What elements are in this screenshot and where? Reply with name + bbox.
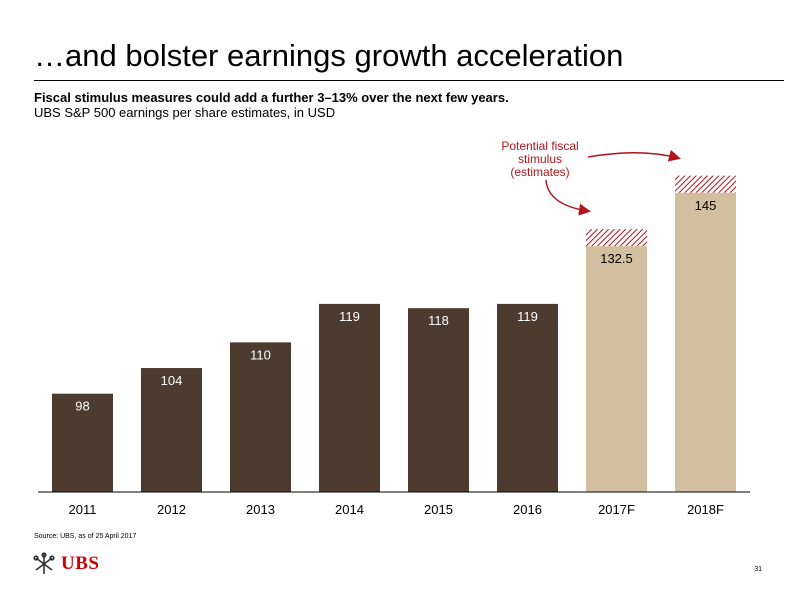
x-tick-label-2017F: 2017F [598,502,635,517]
x-tick-label-2018F: 2018F [687,502,724,517]
bar-2016 [497,303,558,492]
stimulus-hatch-2018F [675,175,736,193]
bar-2017F [586,246,647,492]
chart-description: UBS S&P 500 earnings per share estimates… [34,105,336,120]
annotation-arrow-2018 [587,149,681,162]
x-tick-label-2012: 2012 [157,502,186,517]
bar-2018F [675,192,736,492]
page-title: …and bolster earnings growth acceleratio… [34,38,624,73]
page-number: 31 [754,566,762,573]
bar-2015 [408,308,469,492]
x-tick-label-2015: 2015 [424,502,453,517]
stimulus-hatch-2017F [586,229,647,247]
annotation-arrow-2017 [545,179,591,216]
value-label-2011: 98 [75,399,89,414]
stimulus-annotation-line-1: Potential fiscal [501,139,578,153]
value-label-2015: 118 [428,313,449,328]
bar-2013 [230,342,291,492]
bar-2014 [319,303,380,492]
bar-2012 [141,368,202,492]
value-label-2016: 119 [517,309,538,324]
ubs-logo: UBS [33,552,99,576]
x-tick-label-2013: 2013 [246,502,275,517]
stimulus-annotation-line-2: stimulus [518,152,562,166]
value-label-2014: 119 [339,309,360,324]
keys-icon [33,552,55,574]
value-label-2018F: 145 [695,198,717,213]
bar-2011 [52,393,113,492]
chart-subtitle: Fiscal stimulus measures could add a fur… [34,90,509,105]
value-label-2012: 104 [161,373,183,388]
value-label-2013: 110 [250,347,271,362]
stimulus-annotation-line-3: (estimates) [510,165,569,179]
title-divider [34,80,784,81]
x-tick-label-2014: 2014 [335,502,364,517]
logo-text: UBS [61,553,100,574]
x-tick-label-2011: 2011 [69,502,97,517]
x-tick-label-2016: 2016 [513,502,542,517]
value-label-2017F: 132.5 [600,251,633,266]
source-note: Source: UBS, as of 25 April 2017 [34,533,137,540]
